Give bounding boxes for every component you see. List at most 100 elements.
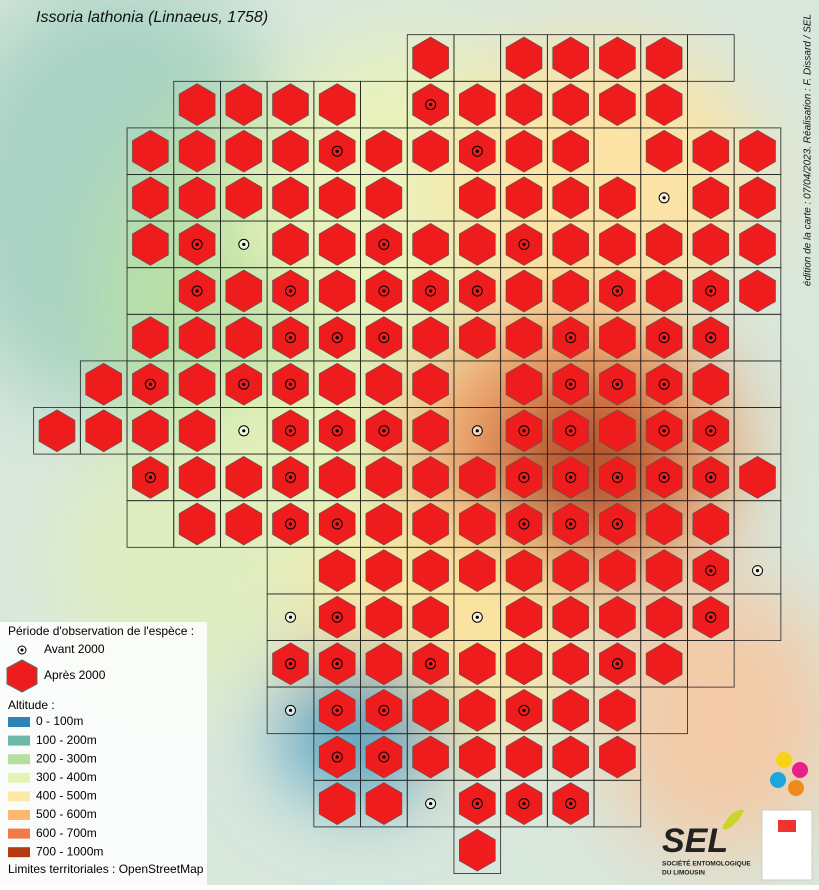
observation-dot-center — [615, 522, 620, 526]
observation-hex — [365, 362, 403, 406]
observation-hex — [599, 595, 636, 639]
observation-hex — [458, 549, 496, 592]
observation-dot-center — [382, 708, 386, 713]
observation-hex — [505, 362, 543, 406]
logo-name: SEL — [662, 822, 728, 860]
observation-dot-center — [195, 289, 199, 293]
observation-hex — [599, 223, 636, 266]
observation-hex — [318, 782, 356, 825]
observation-dot-center — [662, 196, 666, 200]
observation-dot-center — [475, 615, 479, 619]
observation-hex — [458, 502, 496, 546]
observation-hex — [739, 456, 776, 499]
observation-dot — [565, 471, 577, 483]
observation-hex — [365, 129, 403, 173]
observation-dot — [285, 518, 296, 530]
observation-hex — [365, 595, 403, 639]
observation-hex — [365, 502, 403, 546]
observation-hex — [318, 176, 356, 220]
legend-after: Après 2000 — [44, 668, 106, 682]
grid-cell — [453, 826, 502, 874]
observation-dot-center — [615, 382, 620, 386]
observation-dot-center — [569, 802, 573, 806]
observation-dot — [565, 798, 577, 810]
observation-dot — [705, 332, 717, 344]
observation-hex — [132, 409, 169, 453]
observation-dot — [705, 425, 717, 437]
observation-hex — [599, 316, 636, 359]
observation-hex — [318, 362, 356, 406]
observation-dot-center — [709, 336, 713, 340]
observation-hex — [132, 316, 169, 359]
observation-hex — [692, 362, 730, 406]
observation-hex — [645, 549, 683, 592]
grid-cell — [687, 640, 735, 688]
observation-hex — [692, 502, 730, 546]
observation-dot-center — [569, 336, 573, 340]
observation-hex — [599, 83, 636, 126]
observation-dot-center — [475, 149, 479, 153]
observation-dot — [705, 285, 717, 297]
observation-dot — [611, 285, 623, 297]
observation-hex — [505, 176, 543, 220]
grid-cells — [33, 34, 782, 874]
observation-hex — [132, 223, 169, 266]
observation-hex — [552, 129, 590, 173]
observation-dot — [611, 378, 623, 390]
observation-hex — [645, 595, 683, 639]
observation-hex — [458, 223, 496, 266]
altitude-label: 700 - 1000m — [36, 844, 103, 858]
observation-hex — [178, 502, 216, 546]
observation-hex — [552, 223, 590, 266]
observation-hex — [692, 129, 730, 173]
observation-dot-center — [662, 336, 666, 340]
observation-dot-center — [522, 475, 526, 479]
observation-dot — [425, 285, 437, 297]
credit: édition de la carte : 07/04/2023. Réalis… — [803, 14, 814, 286]
observation-dot-center — [569, 475, 573, 479]
observation-dot-center — [709, 615, 713, 619]
observation-dot-center — [662, 475, 666, 479]
observation-dot — [471, 145, 483, 157]
observation-dot-center — [288, 708, 293, 713]
observation-dot — [425, 658, 437, 670]
observation-dot-center — [569, 382, 573, 386]
observation-dot — [285, 425, 296, 437]
observation-dot-center — [709, 475, 713, 479]
observation-hex — [552, 269, 590, 313]
observation-hex — [458, 83, 496, 126]
grid-cell — [733, 593, 782, 641]
observation-dot-center — [475, 802, 479, 806]
grid-cell — [640, 686, 688, 735]
observation-hex — [132, 176, 169, 220]
altitude-label: 600 - 700m — [36, 826, 97, 840]
legend-before: Avant 2000 — [44, 642, 105, 656]
observation-dot-center — [335, 755, 339, 759]
observation-hex — [178, 129, 216, 173]
observation-hex — [552, 176, 590, 220]
observation-hex — [412, 409, 449, 453]
observation-dot — [611, 471, 623, 483]
observation-dot — [378, 425, 390, 437]
observation-hex — [739, 176, 776, 220]
observation-hex — [178, 362, 216, 406]
observation-dot — [518, 704, 530, 716]
observation-dot — [565, 425, 577, 437]
grid-cell — [687, 34, 735, 82]
observation-dot — [331, 145, 343, 157]
observation-dot — [518, 471, 530, 483]
observation-hex — [318, 456, 356, 499]
observation-hex — [412, 316, 449, 359]
observation-hex — [365, 176, 403, 220]
observation-hex — [178, 316, 216, 359]
observation-hex — [505, 642, 543, 686]
observation-hex — [739, 269, 776, 313]
observation-hex — [365, 782, 403, 825]
observation-dot — [331, 332, 343, 344]
observation-dot-center — [429, 802, 433, 806]
observation-dot-center — [475, 429, 479, 433]
observation-hex — [552, 36, 590, 80]
observation-hex — [505, 595, 543, 639]
observation-hex — [458, 642, 496, 686]
observation-dot-center — [335, 336, 339, 340]
